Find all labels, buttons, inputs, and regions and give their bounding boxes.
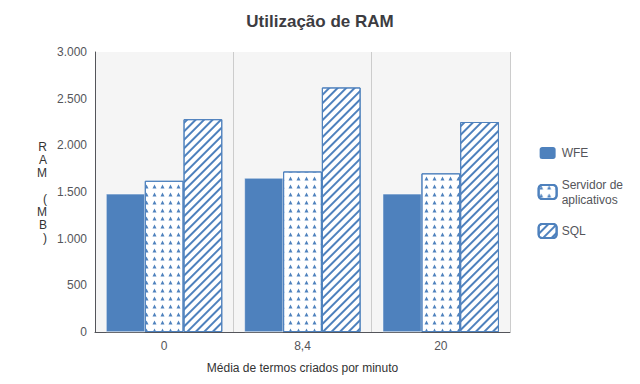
svg-text:2.500: 2.500 [57,92,87,106]
svg-text:0: 0 [80,325,87,339]
svg-text:1.500: 1.500 [57,185,87,199]
svg-text:2.000: 2.000 [57,138,87,152]
svg-text:20: 20 [434,339,448,353]
svg-text:3.000: 3.000 [57,45,87,59]
svg-text:): ) [43,231,47,245]
svg-text:A: A [39,153,47,167]
svg-text:M: M [37,205,47,219]
svg-text:aplicativos: aplicativos [562,193,618,207]
svg-text:M: M [37,166,47,180]
svg-text:Utilização de RAM: Utilização de RAM [246,12,393,31]
svg-text:SQL: SQL [562,224,586,238]
svg-text:Servidor de: Servidor de [562,178,624,192]
svg-text:B: B [39,218,47,232]
svg-text:R: R [38,140,47,154]
svg-text:1.000: 1.000 [57,232,87,246]
svg-text:(: ( [43,192,47,206]
svg-text:WFE: WFE [562,146,589,160]
svg-text:8,4: 8,4 [294,339,311,353]
svg-text:0: 0 [161,339,168,353]
svg-text:500: 500 [67,278,87,292]
svg-text:Média de termos criados por mi: Média de termos criados por minuto [207,361,399,375]
